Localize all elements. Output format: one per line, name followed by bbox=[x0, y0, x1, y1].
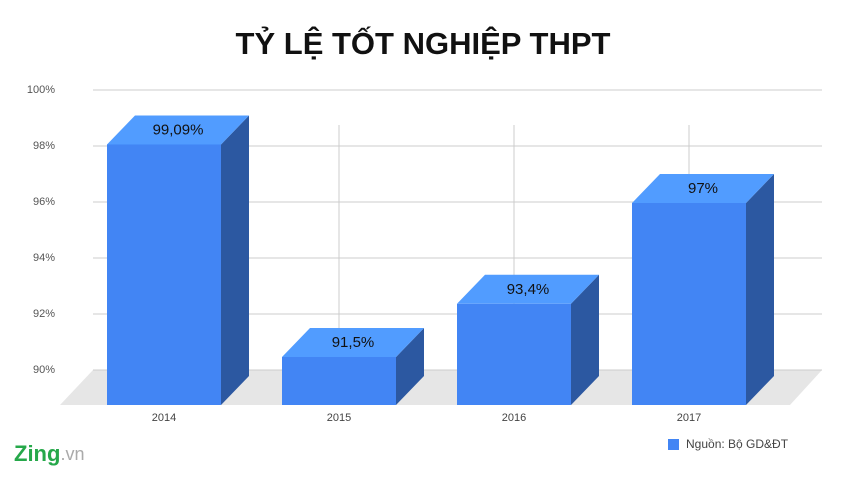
data-label: 93,4% bbox=[507, 281, 550, 298]
y-tick-label: 94% bbox=[33, 252, 55, 264]
y-tick-label: 100% bbox=[27, 84, 55, 96]
bar-top bbox=[632, 174, 774, 203]
chart-title: TỶ LỆ TỐT NGHIỆP THPT bbox=[236, 25, 611, 61]
bar-side bbox=[396, 328, 424, 405]
bar-top bbox=[457, 274, 599, 304]
bar-side bbox=[746, 174, 774, 405]
x-tick-label: 2017 bbox=[677, 412, 701, 424]
data-label: 97% bbox=[688, 180, 718, 197]
bar-side bbox=[571, 274, 599, 405]
bar-side bbox=[221, 115, 249, 405]
logo: Zing.vn bbox=[14, 441, 84, 466]
y-tick-label: 90% bbox=[33, 364, 55, 376]
bar-top bbox=[282, 328, 424, 357]
bar-top bbox=[107, 115, 249, 145]
x-tick-label: 2016 bbox=[502, 412, 526, 424]
logo-brand: Zing bbox=[14, 441, 60, 466]
data-label: 91,5% bbox=[332, 334, 375, 351]
bar bbox=[632, 203, 746, 405]
data-label: 99,09% bbox=[153, 121, 204, 138]
bar bbox=[457, 303, 571, 405]
y-tick-label: 96% bbox=[33, 196, 55, 208]
x-tick-label: 2014 bbox=[152, 412, 176, 424]
y-tick-label: 98% bbox=[33, 140, 55, 152]
logo-suffix: .vn bbox=[60, 444, 84, 464]
floor bbox=[60, 370, 822, 405]
legend-label: Nguồn: Bộ GD&ĐT bbox=[686, 437, 789, 451]
bar bbox=[282, 357, 396, 405]
bar bbox=[107, 144, 221, 406]
legend-swatch bbox=[668, 439, 679, 450]
y-tick-label: 92% bbox=[33, 308, 55, 320]
x-tick-label: 2015 bbox=[327, 412, 351, 424]
